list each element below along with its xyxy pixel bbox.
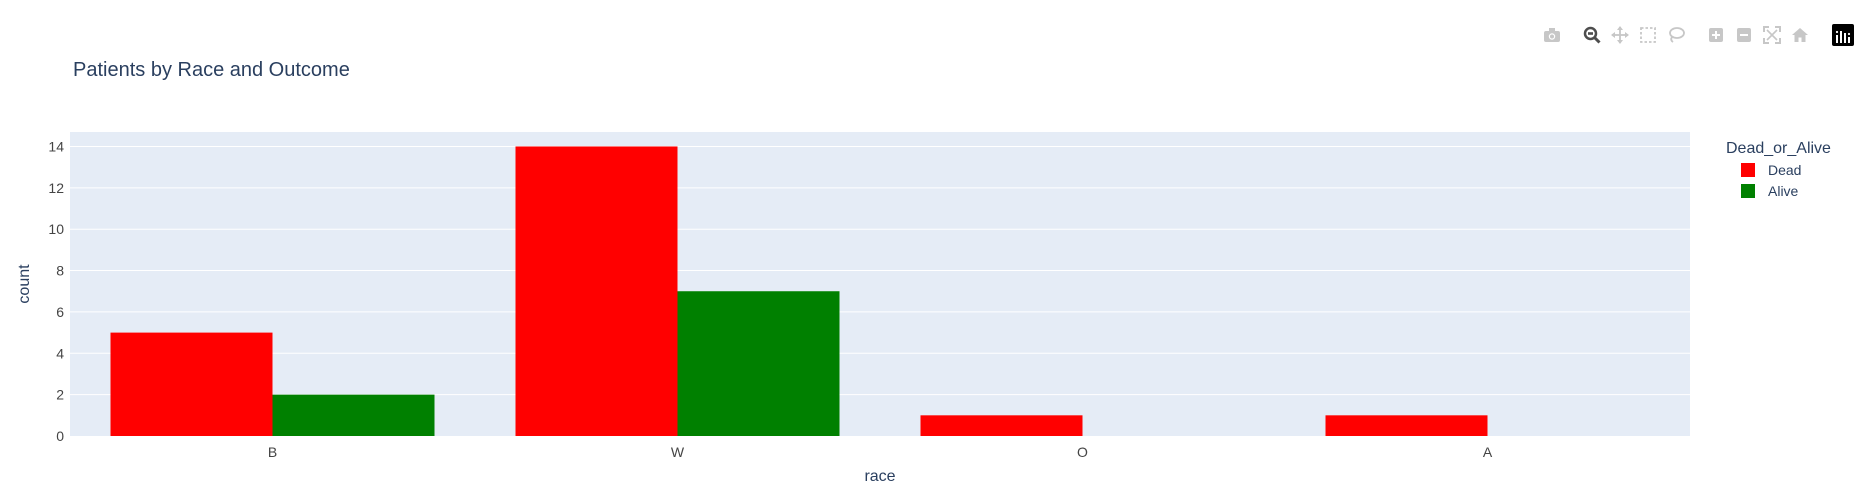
bar-dead-w[interactable] (515, 146, 678, 436)
x-tick-label: B (268, 444, 277, 460)
bar-alive-b[interactable] (272, 394, 435, 436)
y-tick-label: 4 (56, 345, 64, 361)
legend-item-alive[interactable]: Alive (1741, 183, 1799, 199)
y-tick-label: 2 (56, 387, 64, 403)
y-tick-label: 6 (56, 304, 64, 320)
pan-icon[interactable] (1606, 24, 1634, 46)
plot-area[interactable] (70, 132, 1690, 436)
y-tick-label: 10 (48, 221, 64, 237)
bar-dead-o[interactable] (920, 415, 1083, 436)
y-tick-label: 8 (56, 263, 64, 279)
reset-axes-icon[interactable] (1786, 24, 1814, 46)
bar-dead-b[interactable] (110, 332, 273, 436)
legend-item-dead[interactable]: Dead (1741, 162, 1801, 178)
bar-dead-a[interactable] (1325, 415, 1488, 436)
autoscale-icon[interactable] (1758, 24, 1786, 46)
x-tick-label: O (1077, 444, 1088, 460)
chart-title: Patients by Race and Outcome (73, 59, 350, 81)
y-tick-label: 14 (48, 138, 64, 154)
legend-swatch (1741, 184, 1755, 198)
zoom-out-icon[interactable] (1730, 24, 1758, 46)
x-tick-label: A (1483, 444, 1493, 460)
y-tick-label: 0 (56, 428, 64, 444)
bars (110, 146, 1488, 436)
zoom-in-icon[interactable] (1702, 24, 1730, 46)
modebar-group (1578, 24, 1690, 46)
y-tick-label: 12 (48, 180, 64, 196)
box-select-icon[interactable] (1634, 24, 1662, 46)
zoom-icon[interactable] (1578, 24, 1606, 46)
modebar-group (1826, 24, 1854, 46)
legend-title: Dead_or_Alive (1726, 140, 1831, 157)
y-tick-labels: 0 2 4 6 8 10 12 14 (48, 138, 64, 444)
gridlines (70, 145, 1690, 396)
plotly-logo-icon[interactable] (1832, 24, 1854, 46)
x-axis-label: race (864, 468, 895, 485)
bar-alive-w[interactable] (677, 291, 840, 436)
camera-icon[interactable] (1538, 24, 1566, 46)
legend-label: Alive (1768, 183, 1799, 199)
legend-label: Dead (1768, 162, 1801, 178)
modebar-group (1702, 24, 1814, 46)
legend-swatch (1741, 163, 1755, 177)
modebar-group (1538, 24, 1566, 46)
y-axis-label: count (16, 264, 33, 304)
x-tick-label: W (671, 444, 685, 460)
legend: Dead_or_Alive Dead Alive (1726, 140, 1831, 199)
modebar (1526, 24, 1854, 46)
lasso-select-icon[interactable] (1662, 24, 1690, 46)
